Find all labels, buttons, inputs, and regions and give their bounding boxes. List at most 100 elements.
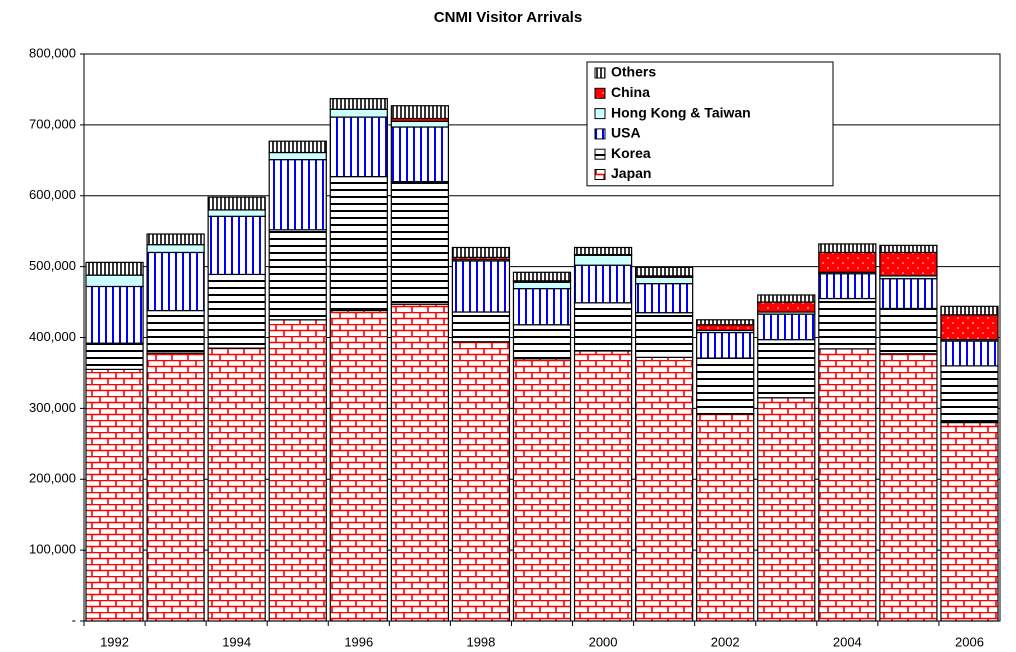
bar-segment [757,397,816,622]
bar-segment [512,271,572,282]
legend-label: China [611,84,650,100]
bar-segment [940,421,999,622]
bar-segment [329,98,388,110]
bar-segment [207,209,266,217]
bar-segment [573,254,633,266]
bar-segment [757,294,816,303]
bar-segment [634,283,694,314]
bar-segment [940,314,999,341]
bar-segment [390,303,450,622]
bar-segment [940,305,999,316]
legend-swatch [594,67,606,79]
bar-segment [451,246,511,259]
y-tick-label: 700,000 [29,116,76,131]
bar-segment [818,243,877,254]
bar-segment [757,339,816,399]
legend-swatch [594,148,606,160]
bar-segment [634,356,694,622]
bar-segment [573,350,633,622]
bar-segment [573,302,633,352]
legend-label: Japan [611,165,651,181]
bar-segment [85,285,144,344]
bar-segment [940,340,999,367]
bar-segment [207,273,266,349]
bar-segment [329,176,388,312]
bar-segment [268,151,327,161]
y-tick-label: 400,000 [29,329,76,344]
bar-segment [146,309,205,354]
bar-segment [85,342,144,370]
x-tick-label: 1996 [344,634,373,649]
bar-segment [146,244,205,254]
y-tick-label: 800,000 [29,45,76,60]
bar-segment [390,105,450,120]
bar-segment [390,126,450,183]
x-tick-label: 2006 [955,634,984,649]
bar-segment [146,233,205,246]
bar-segment [696,324,755,332]
legend-label: Korea [611,145,651,161]
bar-segment [634,276,694,285]
bar-segment [818,251,877,273]
bar-segment [634,312,694,358]
bar-segment [940,365,999,424]
bar-segment [268,140,327,154]
bar-segment [757,301,816,313]
x-tick-label: 1994 [222,634,251,649]
bar-segment [512,281,572,290]
legend-label: Hong Kong & Taiwan [611,104,751,120]
bar-segment [146,251,205,312]
bar-segment [573,246,633,256]
legend-swatch [594,128,606,140]
legend-swatch [594,169,606,180]
y-tick-label: 600,000 [29,187,76,202]
bar-segment [85,368,144,622]
bar-segment [85,274,144,288]
bar-segment [451,341,511,622]
bar-segment [818,297,877,350]
bar-segment [207,347,266,622]
bar-segment [573,264,633,304]
bar-segment [696,357,755,415]
y-tick-label: 100,000 [29,542,76,557]
bar-segment [329,309,388,622]
bar-segment [268,319,327,622]
bar-segment [329,108,388,118]
bar-segment [879,307,938,355]
bar-segment [512,358,572,622]
bar-segment [696,319,755,326]
legend-swatch [594,87,606,99]
bar-segment [818,348,877,622]
bar-segment [696,413,755,622]
bar-segment [512,324,572,360]
y-tick-label: 500,000 [29,258,76,273]
bar-segment [451,311,511,343]
bar-segment [451,260,511,313]
bar-segment [146,352,205,622]
bar-segment [512,287,572,326]
bar-segment [696,331,755,359]
x-tick-label: 1998 [466,634,495,649]
bar-segment [757,313,816,341]
bar-segment [85,261,144,276]
bar-segment [207,196,266,211]
bar-segment [268,229,327,321]
bar-segment [634,266,694,277]
y-tick-label: 200,000 [29,471,76,486]
x-tick-label: 2004 [833,634,862,649]
bar-segment [818,273,877,300]
plot-frame [83,53,1001,622]
bar-segment [329,116,388,178]
bar-segment [879,278,938,310]
legend-label: Others [611,64,656,80]
bar-segment [268,159,327,231]
bar-segment [390,180,450,305]
bar-segment [390,120,450,128]
bar-segment [207,215,266,276]
x-tick-label: 1992 [100,634,129,649]
legend-swatch [594,108,606,120]
chart-title: CNMI Visitor Arrivals [434,9,582,26]
bar-segment [879,353,938,622]
y-tick-label: 300,000 [29,400,76,415]
